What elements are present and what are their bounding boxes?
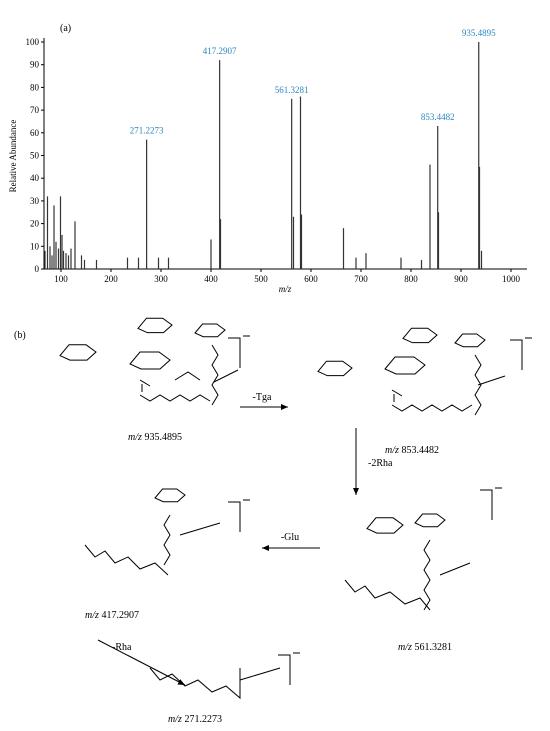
y-tick-label: 20 <box>30 219 40 229</box>
compound-label: m/z 271.2273 <box>168 714 222 725</box>
y-tick-label: 100 <box>26 37 40 47</box>
chain <box>211 344 219 406</box>
sugar-ring <box>454 333 486 348</box>
peak-label: 271.2273 <box>130 126 164 136</box>
x-axis-label: m/z <box>279 284 292 294</box>
chain <box>474 354 482 416</box>
bond <box>139 379 151 387</box>
peak-label: 853.4482 <box>421 112 455 122</box>
y-tick-label: 30 <box>30 196 40 206</box>
charge-bracket <box>278 654 291 685</box>
charge-bracket <box>228 337 241 368</box>
step-label: -Tga <box>253 392 272 403</box>
mz-prefix: m/z <box>128 432 142 443</box>
peak-label: 561.3281 <box>275 85 309 95</box>
bond <box>391 389 403 397</box>
panel-label: (b) <box>14 330 26 341</box>
sugar-ring <box>402 327 438 344</box>
mass: 935.4895 <box>144 432 182 443</box>
chain <box>163 514 171 566</box>
x-tick-label: 500 <box>254 274 268 284</box>
chain <box>477 375 506 386</box>
chain <box>391 404 473 412</box>
y-tick-label: 60 <box>30 128 40 138</box>
y-tick-label: 10 <box>30 241 40 251</box>
sugar-ring <box>414 513 446 528</box>
x-tick-label: 300 <box>154 274 168 284</box>
acid <box>84 544 169 576</box>
x-tick-label: 1000 <box>502 274 521 284</box>
x-tick-label: 200 <box>104 274 118 284</box>
x-tick-label: 600 <box>304 274 318 284</box>
mass: 561.3281 <box>414 642 452 653</box>
compound-label: m/z 417.2907 <box>85 610 139 621</box>
arrow <box>97 639 186 686</box>
sugar-ring <box>154 488 186 503</box>
y-tick-label: 70 <box>30 105 40 115</box>
chain <box>139 394 211 402</box>
mass: 853.4482 <box>401 445 439 456</box>
step-label: -2Rha <box>368 458 393 469</box>
sugar-ring <box>129 351 171 370</box>
structures <box>59 317 532 700</box>
x-tick-label: 900 <box>454 274 468 284</box>
compound-label: m/z 935.4895 <box>128 432 182 443</box>
chain <box>179 522 221 536</box>
y-tick-label: 90 <box>30 60 40 70</box>
y-tick-label: 80 <box>30 82 40 92</box>
acid <box>149 667 241 700</box>
chain <box>239 667 281 681</box>
x-tick-label: 700 <box>354 274 368 284</box>
sugar-ring <box>137 317 173 334</box>
y-tick-label: 40 <box>30 173 40 183</box>
mz-prefix: m/z <box>385 445 399 456</box>
x-tick-label: 100 <box>54 274 68 284</box>
mz-prefix: m/z <box>398 642 412 653</box>
sugar-ring <box>59 344 97 361</box>
side-chain <box>174 371 201 381</box>
sugar-ring <box>366 517 404 534</box>
x-tick-label: 400 <box>204 274 218 284</box>
charge-bracket <box>228 501 241 532</box>
chain <box>213 369 239 383</box>
charge-bracket <box>510 339 523 370</box>
peak-label: 935.4895 <box>462 28 496 38</box>
sugar-ring <box>317 360 353 377</box>
chain <box>439 562 471 576</box>
y-tick-label: 50 <box>30 151 40 161</box>
y-tick-label: 0 <box>35 264 40 274</box>
step-label: -Rha <box>112 642 132 653</box>
y-axis-label: Relative Abundance <box>8 120 18 193</box>
sugar-ring <box>194 323 226 338</box>
chain <box>423 539 431 611</box>
compound-label: m/z 561.3281 <box>398 642 452 653</box>
sugar-ring <box>384 356 426 375</box>
mass: 271.2273 <box>184 714 222 725</box>
peak-label: 417.2907 <box>203 46 237 56</box>
mz-prefix: m/z <box>85 610 99 621</box>
charge-bracket <box>480 489 493 520</box>
mass: 417.2907 <box>101 610 139 621</box>
mz-prefix: m/z <box>168 714 182 725</box>
compound-label: m/z 853.4482 <box>385 445 439 456</box>
acid <box>344 579 431 611</box>
x-tick-label: 800 <box>404 274 418 284</box>
step-label: -Glu <box>281 532 299 543</box>
panel-label: (a) <box>60 23 71 34</box>
